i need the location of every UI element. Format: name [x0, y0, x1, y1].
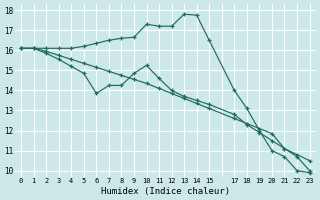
X-axis label: Humidex (Indice chaleur): Humidex (Indice chaleur) — [101, 187, 230, 196]
